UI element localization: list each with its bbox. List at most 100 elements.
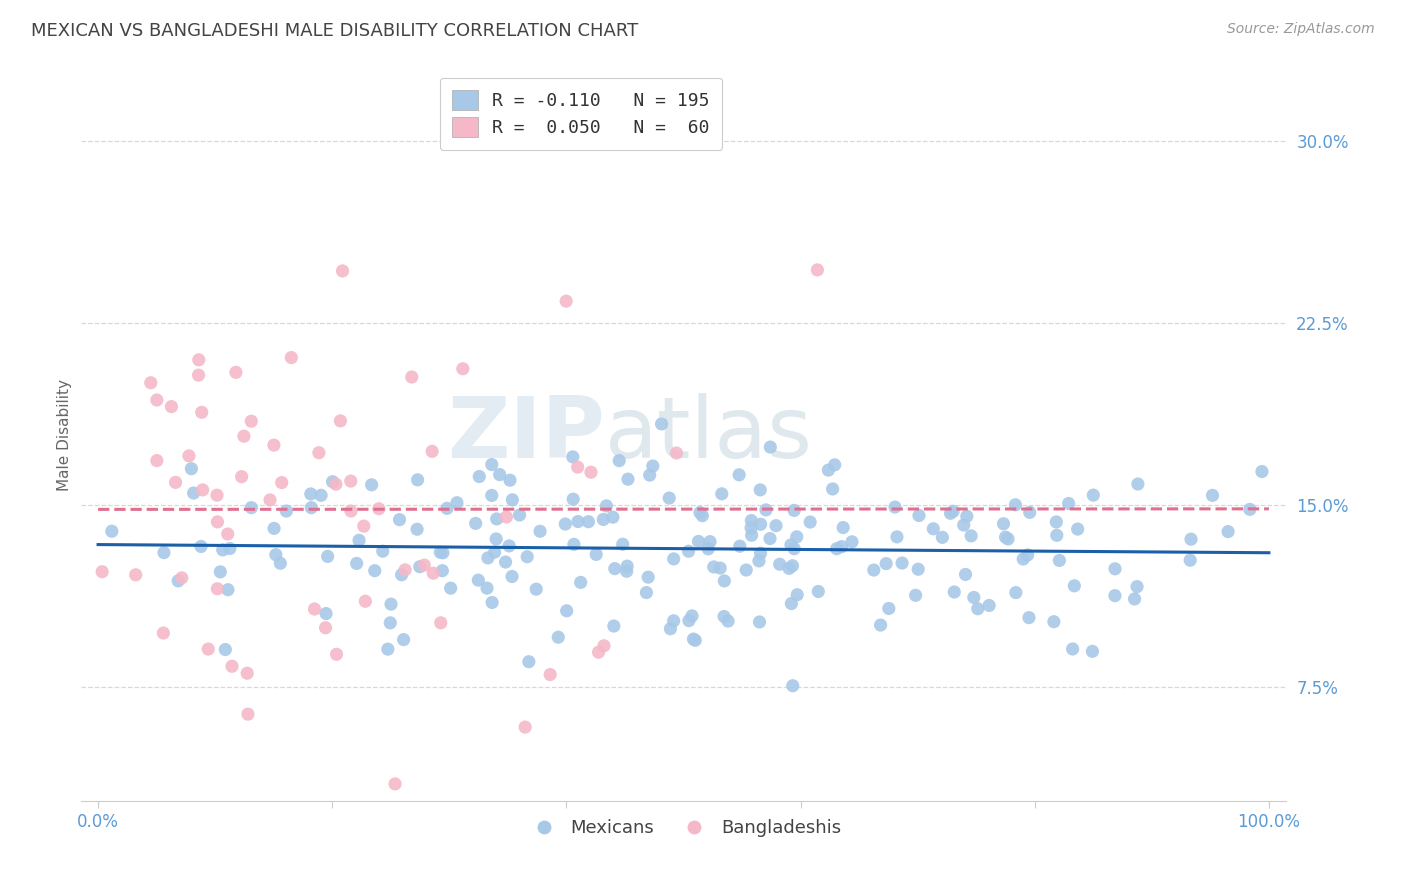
Point [616, 559, 638, 574]
Point [612, 537, 634, 551]
Point [617, 472, 640, 486]
Point [689, 506, 711, 520]
Point [406, 522, 429, 536]
Point [325, 647, 347, 661]
Point [748, 554, 770, 568]
Point [683, 633, 706, 648]
Point [778, 561, 800, 575]
Point [1047, 553, 1070, 567]
Point [710, 487, 733, 501]
Point [1083, 488, 1105, 502]
Point [780, 538, 803, 552]
Point [394, 563, 416, 577]
Point [340, 504, 363, 518]
Point [1057, 496, 1080, 510]
Point [678, 544, 700, 558]
Point [952, 518, 974, 533]
Point [160, 400, 183, 414]
Point [960, 529, 983, 543]
Point [167, 574, 190, 588]
Point [347, 533, 370, 548]
Point [280, 351, 302, 365]
Point [177, 449, 200, 463]
Point [659, 622, 682, 636]
Point [641, 458, 664, 473]
Point [481, 458, 503, 472]
Point [152, 626, 174, 640]
Point [1005, 585, 1028, 599]
Point [308, 446, 330, 460]
Point [877, 601, 900, 615]
Point [316, 549, 339, 564]
Point [380, 597, 402, 611]
Point [749, 546, 772, 560]
Point [232, 429, 254, 443]
Point [499, 473, 522, 487]
Point [264, 548, 287, 562]
Point [446, 496, 468, 510]
Point [485, 532, 508, 546]
Point [513, 720, 536, 734]
Point [603, 561, 626, 575]
Point [315, 621, 337, 635]
Point [236, 707, 259, 722]
Point [555, 604, 578, 618]
Point [567, 460, 589, 475]
Point [682, 632, 704, 646]
Point [555, 294, 578, 309]
Point [709, 561, 731, 575]
Point [1104, 562, 1126, 576]
Point [578, 515, 600, 529]
Point [759, 440, 782, 454]
Point [217, 527, 239, 541]
Point [966, 601, 988, 615]
Point [276, 504, 298, 518]
Point [908, 508, 931, 523]
Point [529, 524, 551, 539]
Point [602, 510, 624, 524]
Point [862, 563, 884, 577]
Point [783, 541, 806, 556]
Point [429, 615, 451, 630]
Point [997, 532, 1019, 546]
Point [713, 574, 735, 588]
Point [607, 453, 630, 467]
Point [1216, 524, 1239, 539]
Point [488, 467, 510, 482]
Point [508, 508, 530, 522]
Point [740, 521, 762, 535]
Point [538, 667, 561, 681]
Text: ZIP: ZIP [447, 393, 605, 476]
Point [225, 365, 247, 379]
Point [207, 582, 229, 596]
Point [717, 614, 740, 628]
Point [481, 488, 503, 502]
Point [91, 565, 114, 579]
Point [125, 567, 148, 582]
Point [769, 558, 792, 572]
Point [231, 469, 253, 483]
Point [907, 562, 929, 576]
Point [263, 438, 285, 452]
Text: atlas: atlas [605, 393, 813, 476]
Point [783, 503, 806, 517]
Point [432, 546, 454, 560]
Point [817, 463, 839, 477]
Point [183, 486, 205, 500]
Point [1043, 615, 1066, 629]
Point [786, 530, 808, 544]
Point [332, 264, 354, 278]
Point [364, 564, 387, 578]
Point [388, 513, 411, 527]
Point [146, 453, 169, 467]
Point [588, 645, 610, 659]
Point [759, 532, 782, 546]
Point [1081, 644, 1104, 658]
Point [304, 602, 326, 616]
Point [432, 564, 454, 578]
Point [561, 450, 583, 464]
Point [429, 545, 451, 559]
Point [616, 564, 638, 578]
Point [146, 392, 169, 407]
Point [153, 546, 176, 560]
